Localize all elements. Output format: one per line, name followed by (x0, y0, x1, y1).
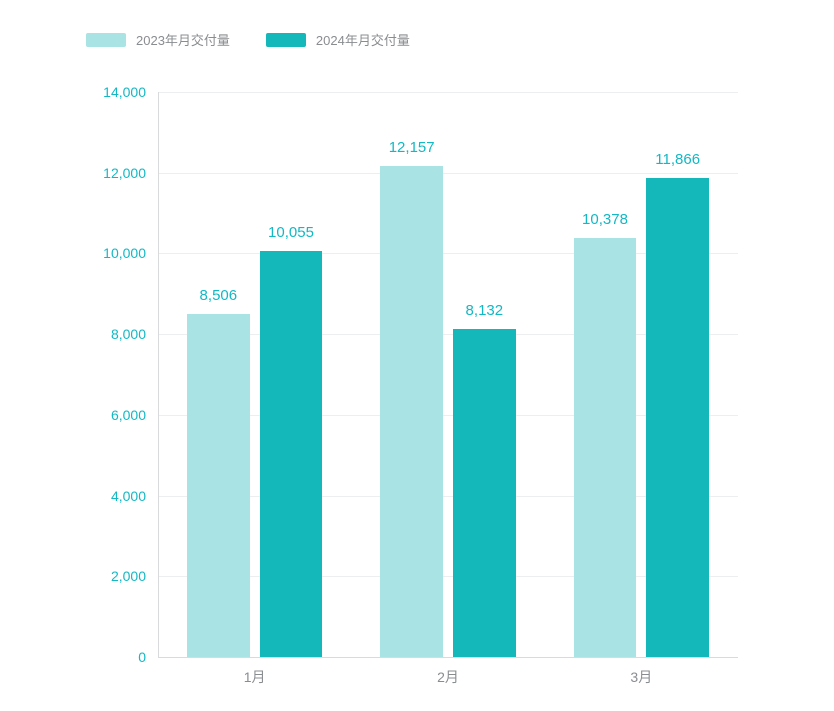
legend: 2023年月交付量 2024年月交付量 (86, 30, 410, 49)
x-tick-label: 2月 (437, 667, 459, 687)
y-tick-label: 2,000 (0, 568, 146, 584)
y-tick-label: 8,000 (0, 326, 146, 342)
bar-value-label: 8,132 (466, 302, 504, 319)
delivery-bar-chart: 2023年月交付量 2024年月交付量 0 2,000 4,000 6,000 8,00… (0, 0, 834, 711)
legend-item-2024: 2024年月交付量 (266, 30, 410, 49)
bar (380, 166, 443, 657)
y-tick-label: 0 (0, 649, 146, 665)
bar (646, 178, 709, 657)
bar (453, 329, 516, 657)
legend-swatch-2023 (86, 33, 126, 47)
y-tick-label: 6,000 (0, 407, 146, 423)
gridline (158, 92, 738, 93)
bar (187, 314, 250, 657)
y-tick-label: 4,000 (0, 488, 146, 504)
legend-item-2023: 2023年月交付量 (86, 30, 230, 49)
y-tick-label: 10,000 (0, 245, 146, 261)
bar-value-label: 8,506 (200, 287, 238, 304)
bar-value-label: 11,866 (655, 151, 700, 168)
legend-label-2024: 2024年月交付量 (316, 30, 410, 49)
bar-value-label: 12,157 (389, 139, 435, 156)
legend-label-2023: 2023年月交付量 (136, 30, 230, 49)
y-axis-line (158, 92, 159, 657)
bar-value-label: 10,055 (268, 224, 314, 241)
bar-value-label: 10,378 (582, 211, 628, 228)
plot-area (158, 92, 738, 657)
x-tick-label: 3月 (630, 667, 652, 687)
gridline (158, 173, 738, 174)
y-tick-label: 14,000 (0, 84, 146, 100)
x-axis-line (158, 657, 738, 658)
bar (260, 251, 323, 657)
y-tick-label: 12,000 (0, 165, 146, 181)
x-tick-label: 1月 (244, 667, 266, 687)
bar (574, 238, 637, 657)
legend-swatch-2024 (266, 33, 306, 47)
